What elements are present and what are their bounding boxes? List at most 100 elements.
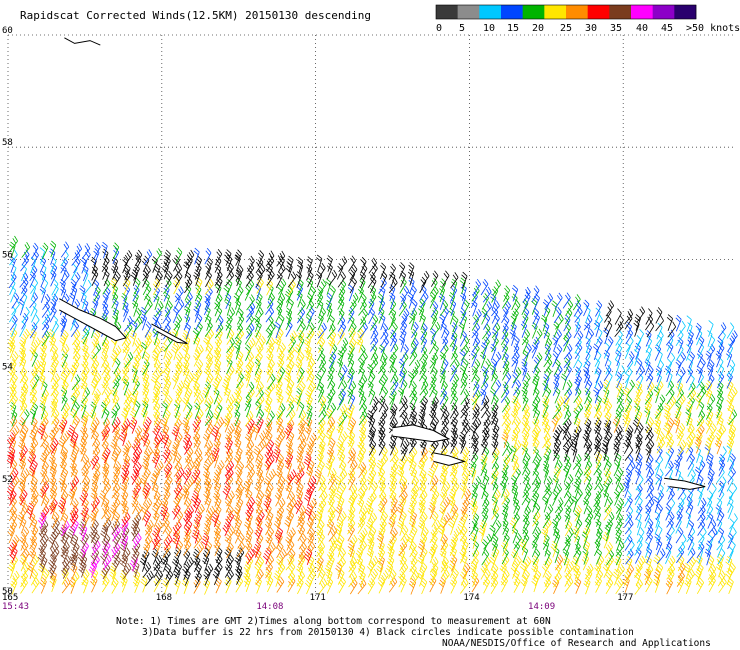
wind-barb xyxy=(80,415,88,432)
wind-barb xyxy=(153,248,162,265)
wind-barb xyxy=(708,423,717,440)
wind-barb xyxy=(236,541,246,558)
wind-barb xyxy=(573,416,581,434)
wind-barb xyxy=(357,517,366,535)
wind-barb xyxy=(293,475,301,493)
wind-barb xyxy=(175,299,185,316)
wind-barb xyxy=(247,255,255,273)
wind-barb xyxy=(541,409,549,426)
wind-barb xyxy=(235,358,244,375)
wind-barb xyxy=(666,563,676,580)
wind-barb xyxy=(182,563,190,581)
wind-barb xyxy=(389,446,399,463)
wind-barb xyxy=(267,283,274,301)
wind-barb xyxy=(7,561,16,579)
wind-barb xyxy=(109,277,117,295)
wind-barb xyxy=(410,337,419,355)
wind-barb xyxy=(40,270,47,288)
wind-barb xyxy=(318,430,326,448)
wind-barb xyxy=(183,539,192,556)
wind-barb xyxy=(419,468,427,486)
wind-barb xyxy=(336,358,343,376)
wind-barb xyxy=(501,343,509,361)
wind-barb xyxy=(583,350,591,368)
wind-barb xyxy=(11,263,17,281)
wind-barb xyxy=(133,425,143,442)
wind-barb xyxy=(51,388,59,405)
wind-barb xyxy=(338,380,348,396)
wind-barb xyxy=(574,337,582,354)
wind-barb xyxy=(419,438,427,456)
wind-barb xyxy=(112,242,120,260)
wind-barb xyxy=(306,322,315,339)
wind-barb xyxy=(462,562,471,579)
wind-barb xyxy=(450,373,460,390)
wind-barb xyxy=(502,533,510,550)
wind-barb xyxy=(551,300,558,318)
wind-barb xyxy=(439,299,449,317)
wind-barb xyxy=(305,387,313,405)
x-tick-label: 177 xyxy=(617,593,633,603)
wind-barb xyxy=(439,432,447,449)
wind-barb xyxy=(153,575,161,593)
wind-barb xyxy=(328,269,338,286)
wind-barb xyxy=(194,402,201,420)
wind-barb xyxy=(614,431,623,448)
wind-barb xyxy=(636,458,643,476)
wind-barb xyxy=(421,526,429,543)
wind-barb xyxy=(88,561,98,578)
wind-barb xyxy=(161,386,170,404)
wind-barb xyxy=(274,490,283,507)
wind-barb xyxy=(667,569,675,586)
wind-barb xyxy=(325,408,333,425)
wind-barb xyxy=(406,533,414,551)
wind-barb xyxy=(357,562,366,580)
wind-barb xyxy=(183,453,193,470)
wind-barb xyxy=(554,409,563,426)
wind-barb xyxy=(357,475,367,492)
y-tick-label: 60 xyxy=(2,26,13,36)
wind-barb xyxy=(400,352,409,369)
wind-barb xyxy=(206,505,216,522)
wind-barb xyxy=(266,410,275,427)
wind-barb xyxy=(318,474,326,492)
wind-barb xyxy=(645,430,654,447)
wind-barb xyxy=(460,511,468,528)
wind-barb xyxy=(256,467,264,484)
wind-barb xyxy=(202,387,210,404)
wind-barb xyxy=(9,519,18,537)
wind-barb xyxy=(550,540,558,558)
wind-barb xyxy=(267,373,276,390)
wind-barb xyxy=(439,403,448,420)
wind-barb xyxy=(481,430,490,447)
wind-barb xyxy=(152,359,161,375)
wind-barb xyxy=(329,540,338,557)
wind-barb xyxy=(193,350,201,367)
wind-barb xyxy=(685,496,693,513)
wind-barb xyxy=(442,327,450,345)
wind-barb xyxy=(102,446,111,464)
wind-barb xyxy=(20,570,29,588)
wind-barb xyxy=(203,365,212,383)
wind-barb xyxy=(185,446,194,463)
wind-barb xyxy=(111,497,121,514)
wind-barb xyxy=(304,548,313,566)
wind-barb xyxy=(79,489,88,507)
wind-barb xyxy=(130,269,138,286)
wind-barb xyxy=(80,257,87,274)
wind-barb xyxy=(492,351,502,368)
wind-barb xyxy=(471,314,480,331)
wind-barb xyxy=(401,308,410,325)
wind-barb xyxy=(154,497,163,515)
wind-barb xyxy=(50,293,59,311)
wind-barb xyxy=(510,548,518,566)
wind-barb xyxy=(554,292,563,309)
wind-barb xyxy=(133,476,142,493)
wind-barb xyxy=(378,365,386,383)
wind-barb xyxy=(572,294,581,311)
wind-barb xyxy=(574,505,582,522)
wind-barb xyxy=(450,474,458,492)
wind-barb xyxy=(307,372,315,389)
wind-barb xyxy=(297,261,304,279)
